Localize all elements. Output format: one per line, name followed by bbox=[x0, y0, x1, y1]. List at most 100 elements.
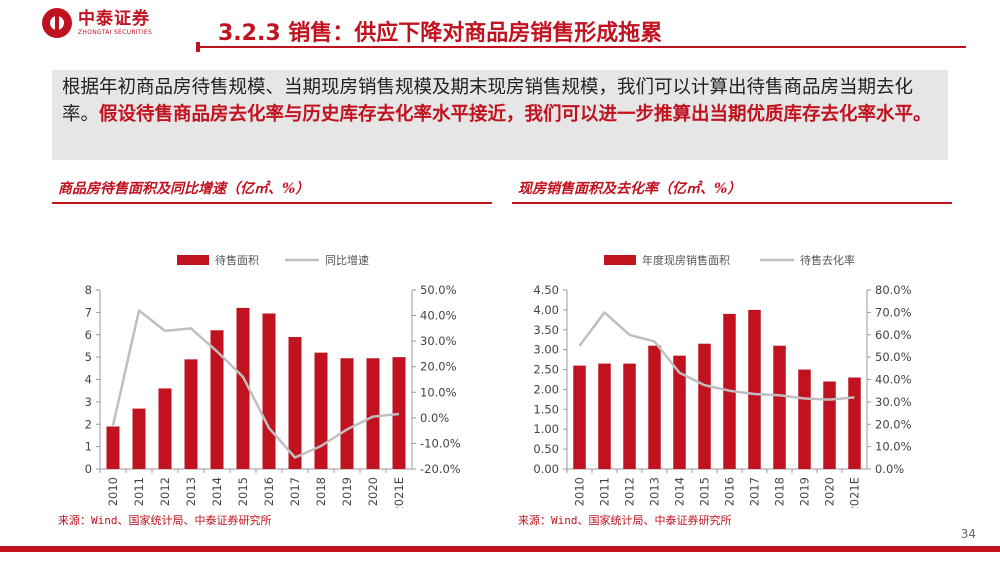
bar bbox=[184, 359, 198, 469]
page-number: 34 bbox=[960, 527, 976, 541]
summary-text: 根据年初商品房待售规模、当期现房销售规模及期末现房销售规模，我们可以计算出待售商… bbox=[62, 77, 914, 125]
x-tick-label: 2011 bbox=[598, 477, 612, 506]
y-tick-right-label: 60.0% bbox=[875, 328, 912, 342]
x-tick-label: 2018 bbox=[314, 477, 328, 506]
zhongtai-logo-icon bbox=[42, 8, 72, 38]
x-tick-label: 2016 bbox=[262, 477, 276, 506]
x-tick-label: 2017 bbox=[288, 477, 302, 506]
y-tick-left-label: 0.50 bbox=[533, 442, 559, 456]
brand-name-cn: 中泰证券 bbox=[78, 8, 150, 29]
chart-title-right: 现房销售面积及去化率（亿㎡、%） bbox=[512, 176, 952, 204]
bar bbox=[314, 352, 328, 469]
y-tick-left-label: 4.00 bbox=[533, 303, 559, 317]
x-tick-label: 2021E bbox=[392, 477, 406, 508]
x-tick-label: 2020 bbox=[366, 477, 380, 506]
bar bbox=[673, 355, 686, 469]
legend-label-bar: 待售面积 bbox=[215, 253, 259, 267]
y-tick-right-label: 50.0% bbox=[875, 350, 912, 364]
legend-label-bar: 年度现房销售面积 bbox=[642, 253, 730, 267]
bar bbox=[798, 369, 811, 469]
y-tick-right-label: 40.0% bbox=[875, 373, 912, 387]
chart-panel-right: 现房销售面积及去化率（亿㎡、%） 年度现房销售面积 待售去化率 0.00 0.50 1.… bbox=[512, 176, 952, 508]
y-tick-right-label: 70.0% bbox=[875, 305, 912, 319]
y-tick-left-label: 1.50 bbox=[533, 402, 559, 416]
slide-title: 3.2.3 销售：供应下降对商品房销售形成拖累 bbox=[218, 21, 663, 46]
bar bbox=[773, 345, 786, 469]
bar bbox=[366, 358, 380, 469]
x-tick-label: 2011 bbox=[132, 477, 146, 506]
y-tick-left-label: 2 bbox=[85, 417, 92, 431]
brand-logo: 中泰证券 ZHONGTAI SECURITIES bbox=[42, 8, 152, 38]
bar bbox=[262, 313, 276, 469]
x-tick-label: 2010 bbox=[106, 477, 120, 506]
bar bbox=[106, 426, 120, 469]
summary-highlight: 假设待售商品房去化率与历史库存去化率水平接近，我们可以进一步推算出当期优质库存去… bbox=[99, 104, 932, 125]
y-tick-left-label: 5 bbox=[85, 350, 92, 364]
y-tick-left-label: 4.50 bbox=[533, 283, 559, 297]
title-underline bbox=[196, 42, 966, 52]
y-tick-left-label: 3.50 bbox=[533, 323, 559, 337]
x-tick-label: 2014 bbox=[673, 477, 687, 506]
y-tick-left-label: 8 bbox=[85, 283, 92, 297]
x-tick-label: 2019 bbox=[340, 477, 354, 506]
x-tick-label: 2013 bbox=[184, 477, 198, 506]
x-tick-label: 2019 bbox=[798, 477, 812, 506]
y-tick-right-label: 20.0% bbox=[875, 417, 912, 431]
x-tick-label: 2016 bbox=[723, 477, 737, 506]
x-tick-label: 2015 bbox=[698, 477, 712, 506]
bar bbox=[340, 358, 354, 469]
y-tick-right-label: 30.0% bbox=[875, 395, 912, 409]
bar bbox=[648, 345, 661, 469]
y-tick-right-label: -10.0% bbox=[420, 436, 461, 450]
y-tick-right-label: 0.0% bbox=[875, 462, 904, 476]
source-note-right: 来源：Wind、国家统计局、中泰证券研究所 bbox=[518, 514, 732, 527]
brand-name-en: ZHONGTAI SECURITIES bbox=[78, 28, 153, 36]
y-tick-left-label: 3.00 bbox=[533, 343, 559, 357]
y-tick-left-label: 1 bbox=[85, 440, 92, 454]
slide-title-bar: 3.2.3 销售：供应下降对商品房销售形成拖累 bbox=[196, 10, 966, 52]
x-tick-label: 2014 bbox=[210, 477, 224, 506]
y-tick-right-label: 40.0% bbox=[420, 309, 457, 323]
x-tick-label: 2010 bbox=[573, 477, 587, 506]
bar bbox=[392, 357, 406, 469]
x-tick-label: 2020 bbox=[823, 477, 837, 506]
bar bbox=[132, 408, 146, 469]
y-tick-left-label: 2.50 bbox=[533, 363, 559, 377]
y-tick-left-label: 3 bbox=[85, 395, 92, 409]
bar bbox=[823, 381, 836, 469]
summary-box: 根据年初商品房待售规模、当期现房销售规模及期末现房销售规模，我们可以计算出待售商… bbox=[52, 70, 948, 160]
chart-inventory-area: 待售面积 同比增速 0 1 2 3 4 5 6 7 8 -20.0% -10.0% 0.0% 10.0% 20… bbox=[85, 253, 461, 508]
legend-swatch-bar bbox=[177, 255, 209, 265]
bar bbox=[210, 330, 224, 469]
y-tick-right-label: -20.0% bbox=[420, 462, 461, 476]
chart-sales-destock: 年度现房销售面积 待售去化率 0.00 0.50 1.00 1.50 2.00 2.50 3.0… bbox=[533, 253, 912, 508]
x-tick-label: 2021E bbox=[848, 477, 862, 508]
line-series bbox=[111, 309, 400, 459]
bar bbox=[236, 307, 250, 469]
y-tick-left-label: 0.00 bbox=[533, 462, 559, 476]
y-tick-right-label: 20.0% bbox=[420, 360, 457, 374]
bar bbox=[573, 365, 586, 469]
x-tick-label: 2012 bbox=[158, 477, 172, 506]
chart-panel-left: 商品房待售面积及同比增速（亿㎡、%） 待售面积 同比增速 0 1 2 3 4 5 6 7 8 -20.… bbox=[52, 176, 492, 508]
y-tick-left-label: 4 bbox=[85, 373, 92, 387]
y-tick-right-label: 10.0% bbox=[420, 385, 457, 399]
y-tick-right-label: 50.0% bbox=[420, 283, 457, 297]
bar bbox=[848, 377, 861, 469]
y-tick-right-label: 80.0% bbox=[875, 283, 912, 297]
footer-bar bbox=[0, 546, 1000, 552]
legend-label-line: 待售去化率 bbox=[800, 253, 855, 267]
y-tick-left-label: 0 bbox=[85, 462, 92, 476]
x-tick-label: 2017 bbox=[748, 477, 762, 506]
bar bbox=[623, 363, 636, 469]
line-series bbox=[578, 311, 855, 401]
legend-label-line: 同比增速 bbox=[325, 253, 369, 267]
bar bbox=[158, 388, 172, 469]
y-tick-right-label: 30.0% bbox=[420, 334, 457, 348]
y-tick-left-label: 6 bbox=[85, 328, 92, 342]
legend-swatch-bar bbox=[604, 255, 636, 265]
y-tick-right-label: 10.0% bbox=[875, 440, 912, 454]
bar bbox=[288, 336, 302, 469]
x-tick-label: 2013 bbox=[648, 477, 662, 506]
y-tick-left-label: 7 bbox=[85, 305, 92, 319]
